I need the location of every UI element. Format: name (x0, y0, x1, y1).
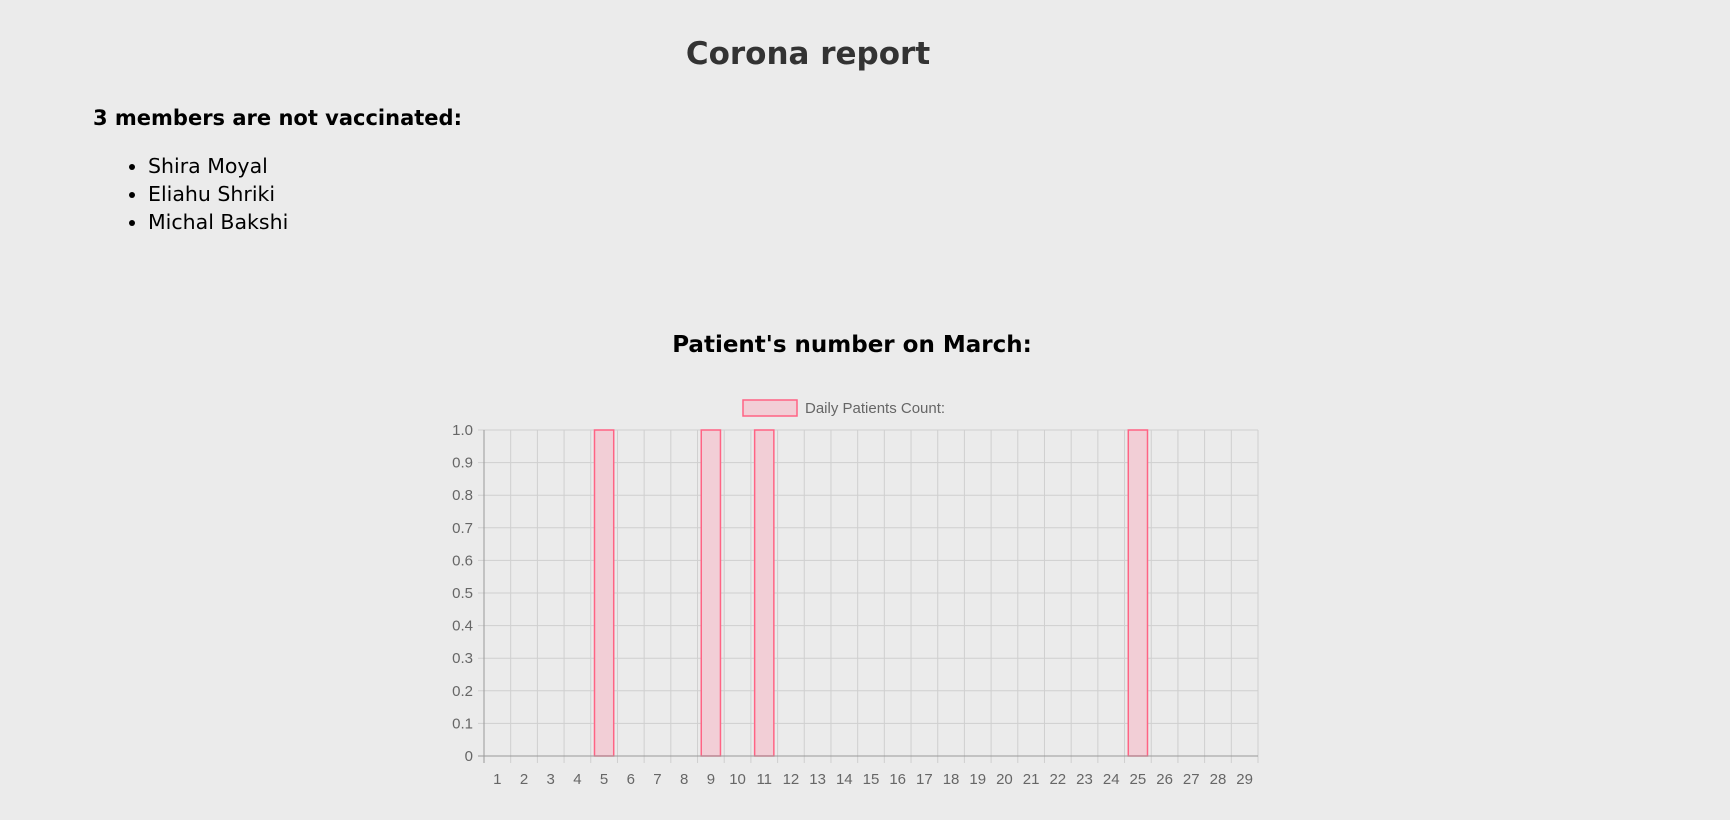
x-tick-label: 29 (1236, 771, 1253, 788)
y-tick-label: 0.5 (452, 585, 473, 602)
x-tick-label: 12 (783, 771, 800, 788)
y-tick-label: 1.0 (452, 422, 473, 439)
page-title: Corona report (685, 36, 931, 72)
list-item: Eliahu Shriki (148, 180, 288, 208)
x-tick-label: 13 (809, 771, 826, 788)
list-item: Michal Bakshi (148, 208, 288, 236)
x-tick-label: 20 (996, 771, 1013, 788)
y-tick-label: 0.4 (452, 618, 473, 635)
x-tick-label: 8 (680, 771, 688, 788)
x-tick-label: 24 (1103, 771, 1120, 788)
y-tick-label: 0 (465, 748, 473, 765)
x-tick-label: 21 (1023, 771, 1040, 788)
y-tick-label: 0.2 (452, 683, 473, 700)
y-tick-label: 0.9 (452, 455, 473, 472)
bar (1127, 429, 1149, 757)
y-tick-label: 0.7 (452, 520, 473, 537)
x-tick-label: 11 (756, 771, 772, 788)
unvaccinated-member-list: Shira Moyal Eliahu Shriki Michal Bakshi (93, 152, 288, 236)
x-tick-label: 6 (627, 771, 635, 788)
x-tick-label: 9 (707, 771, 715, 788)
y-tick-label: 0.8 (452, 487, 473, 504)
x-tick-label: 19 (969, 771, 986, 788)
x-tick-label: 17 (916, 771, 933, 788)
x-tick-label: 5 (600, 771, 608, 788)
y-tick-label: 0.1 (452, 715, 473, 732)
x-tick-label: 4 (573, 771, 581, 788)
legend-swatch (742, 399, 798, 417)
x-tick-label: 2 (520, 771, 528, 788)
x-tick-label: 28 (1210, 771, 1227, 788)
x-tick-label: 22 (1049, 771, 1066, 788)
chart-bars (593, 429, 1149, 757)
y-tick-label: 0.6 (452, 552, 473, 569)
x-tick-label: 23 (1076, 771, 1093, 788)
bar (700, 429, 722, 757)
x-tick-label: 27 (1183, 771, 1200, 788)
bar (593, 429, 615, 757)
x-tick-label: 1 (493, 771, 501, 788)
x-tick-label: 15 (863, 771, 880, 788)
legend-label: Daily Patients Count: (805, 400, 945, 417)
unvaccinated-heading: 3 members are not vaccinated: (93, 106, 462, 130)
x-tick-label: 14 (836, 771, 853, 788)
x-tick-label: 10 (729, 771, 746, 788)
y-tick-label: 0.3 (452, 650, 473, 667)
bar (753, 429, 775, 757)
x-tick-label: 26 (1156, 771, 1173, 788)
chart-legend[interactable]: Daily Patients Count: (742, 399, 945, 417)
x-tick-label: 18 (943, 771, 960, 788)
x-tick-label: 3 (547, 771, 555, 788)
list-item: Shira Moyal (148, 152, 288, 180)
x-tick-label: 16 (889, 771, 906, 788)
x-tick-label: 25 (1130, 771, 1147, 788)
chart-axes: 00.10.20.30.40.50.60.70.80.91.01 2 3 4 5 6 7 8 9… (452, 422, 1258, 788)
x-tick-label: 7 (653, 771, 661, 788)
chart-title: Patient's number on March: (672, 332, 1032, 358)
